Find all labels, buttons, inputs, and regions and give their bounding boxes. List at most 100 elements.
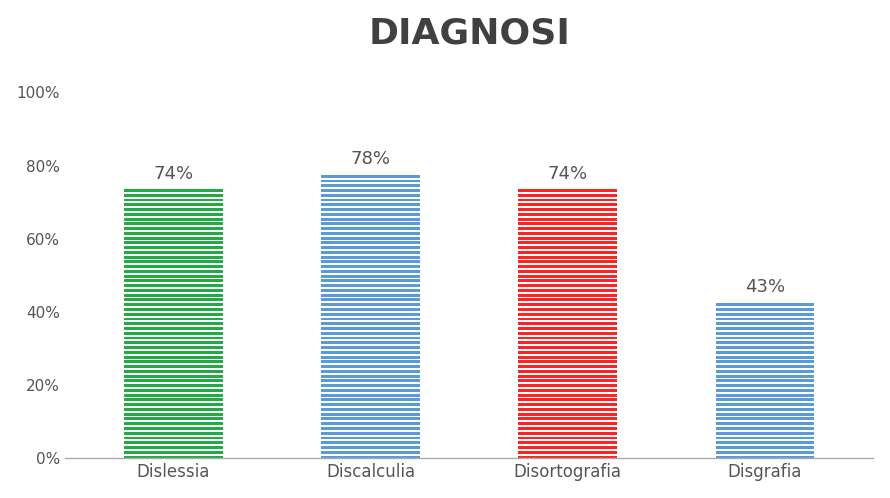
Bar <box>716 446 814 449</box>
Bar <box>519 370 617 373</box>
Bar <box>321 365 420 368</box>
Bar <box>125 289 222 292</box>
Bar <box>125 298 222 301</box>
Bar <box>519 313 617 316</box>
Bar <box>519 265 617 268</box>
Bar <box>519 222 617 225</box>
Bar <box>321 341 420 344</box>
Bar <box>519 427 617 430</box>
Bar <box>125 189 222 192</box>
Bar <box>125 313 222 316</box>
Bar <box>321 232 420 235</box>
Bar <box>125 232 222 235</box>
Bar <box>519 441 617 444</box>
Bar <box>125 284 222 287</box>
Bar <box>125 251 222 254</box>
Bar <box>321 237 420 240</box>
Bar <box>125 208 222 211</box>
Bar <box>125 451 222 454</box>
Bar <box>716 332 814 335</box>
Bar <box>125 308 222 311</box>
Bar <box>321 432 420 435</box>
Bar <box>519 417 617 420</box>
Bar <box>125 446 222 449</box>
Bar <box>519 194 617 197</box>
Bar <box>716 456 814 459</box>
Bar <box>321 398 420 401</box>
Bar <box>716 417 814 420</box>
Bar <box>519 246 617 249</box>
Bar <box>519 279 617 282</box>
Bar <box>519 403 617 406</box>
Bar <box>321 189 420 192</box>
Bar <box>125 370 222 373</box>
Bar <box>125 417 222 420</box>
Bar <box>321 284 420 287</box>
Bar <box>321 446 420 449</box>
Text: 74%: 74% <box>547 165 587 183</box>
Bar <box>519 298 617 301</box>
Bar <box>519 374 617 377</box>
Bar <box>519 332 617 335</box>
Bar <box>519 237 617 240</box>
Bar <box>321 351 420 354</box>
Bar <box>125 265 222 268</box>
Bar <box>716 370 814 373</box>
Bar <box>321 437 420 439</box>
Bar <box>519 327 617 330</box>
Bar <box>519 408 617 411</box>
Bar <box>125 403 222 406</box>
Bar <box>519 227 617 230</box>
Bar <box>519 394 617 396</box>
Bar <box>519 318 617 320</box>
Bar <box>125 242 222 245</box>
Bar <box>321 427 420 430</box>
Bar <box>321 194 420 197</box>
Bar <box>125 222 222 225</box>
Bar <box>519 255 617 258</box>
Bar <box>519 346 617 349</box>
Bar <box>321 327 420 330</box>
Bar <box>321 403 420 406</box>
Bar <box>125 384 222 387</box>
Bar <box>321 255 420 258</box>
Bar <box>519 446 617 449</box>
Bar <box>716 318 814 320</box>
Bar <box>519 232 617 235</box>
Bar <box>125 237 222 240</box>
Bar <box>716 303 814 306</box>
Bar <box>716 408 814 411</box>
Bar <box>716 398 814 401</box>
Bar <box>321 318 420 320</box>
Bar <box>519 208 617 211</box>
Bar <box>321 322 420 325</box>
Bar <box>125 422 222 425</box>
Bar <box>519 456 617 459</box>
Bar <box>716 308 814 311</box>
Bar <box>519 341 617 344</box>
Bar <box>321 370 420 373</box>
Bar <box>125 365 222 368</box>
Bar <box>321 394 420 396</box>
Bar <box>321 218 420 221</box>
Bar <box>321 413 420 416</box>
Bar <box>321 203 420 206</box>
Bar <box>519 398 617 401</box>
Bar <box>321 246 420 249</box>
Bar <box>321 289 420 292</box>
Bar <box>716 441 814 444</box>
Bar <box>125 227 222 230</box>
Bar <box>519 437 617 439</box>
Bar <box>125 356 222 359</box>
Bar <box>716 432 814 435</box>
Bar <box>321 356 420 359</box>
Bar <box>321 199 420 202</box>
Bar <box>519 356 617 359</box>
Bar <box>125 441 222 444</box>
Bar <box>716 327 814 330</box>
Bar <box>125 303 222 306</box>
Bar <box>321 260 420 263</box>
Bar <box>321 213 420 216</box>
Bar <box>519 260 617 263</box>
Bar <box>321 332 420 335</box>
